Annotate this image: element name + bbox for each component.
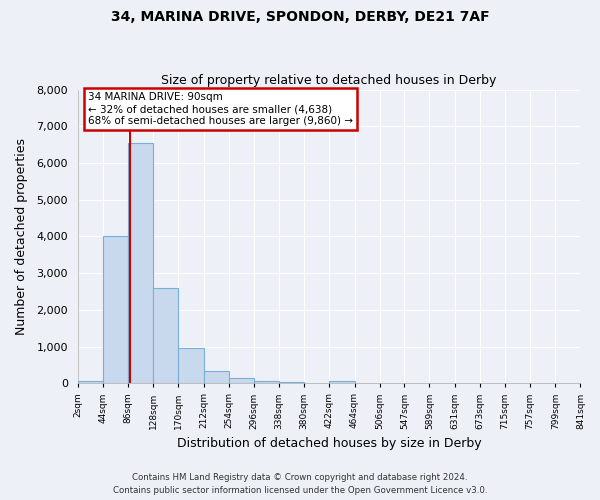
Bar: [128, 143, 153, 384]
Text: 34 MARINA DRIVE: 90sqm
← 32% of detached houses are smaller (4,638)
68% of semi-: 34 MARINA DRIVE: 90sqm ← 32% of detached…: [88, 92, 353, 126]
Bar: [103, 236, 128, 384]
Title: Size of property relative to detached houses in Derby: Size of property relative to detached ho…: [161, 74, 497, 87]
Bar: [203, 372, 229, 384]
X-axis label: Distribution of detached houses by size in Derby: Distribution of detached houses by size …: [177, 437, 481, 450]
Bar: [77, 380, 103, 384]
Text: 34, MARINA DRIVE, SPONDON, DERBY, DE21 7AF: 34, MARINA DRIVE, SPONDON, DERBY, DE21 7…: [110, 10, 490, 24]
Bar: [229, 378, 254, 384]
Bar: [329, 380, 355, 384]
Bar: [279, 382, 304, 384]
Bar: [178, 348, 203, 384]
Text: Contains HM Land Registry data © Crown copyright and database right 2024.
Contai: Contains HM Land Registry data © Crown c…: [113, 474, 487, 495]
Bar: [254, 380, 279, 384]
Bar: [153, 288, 178, 384]
Y-axis label: Number of detached properties: Number of detached properties: [15, 138, 28, 335]
